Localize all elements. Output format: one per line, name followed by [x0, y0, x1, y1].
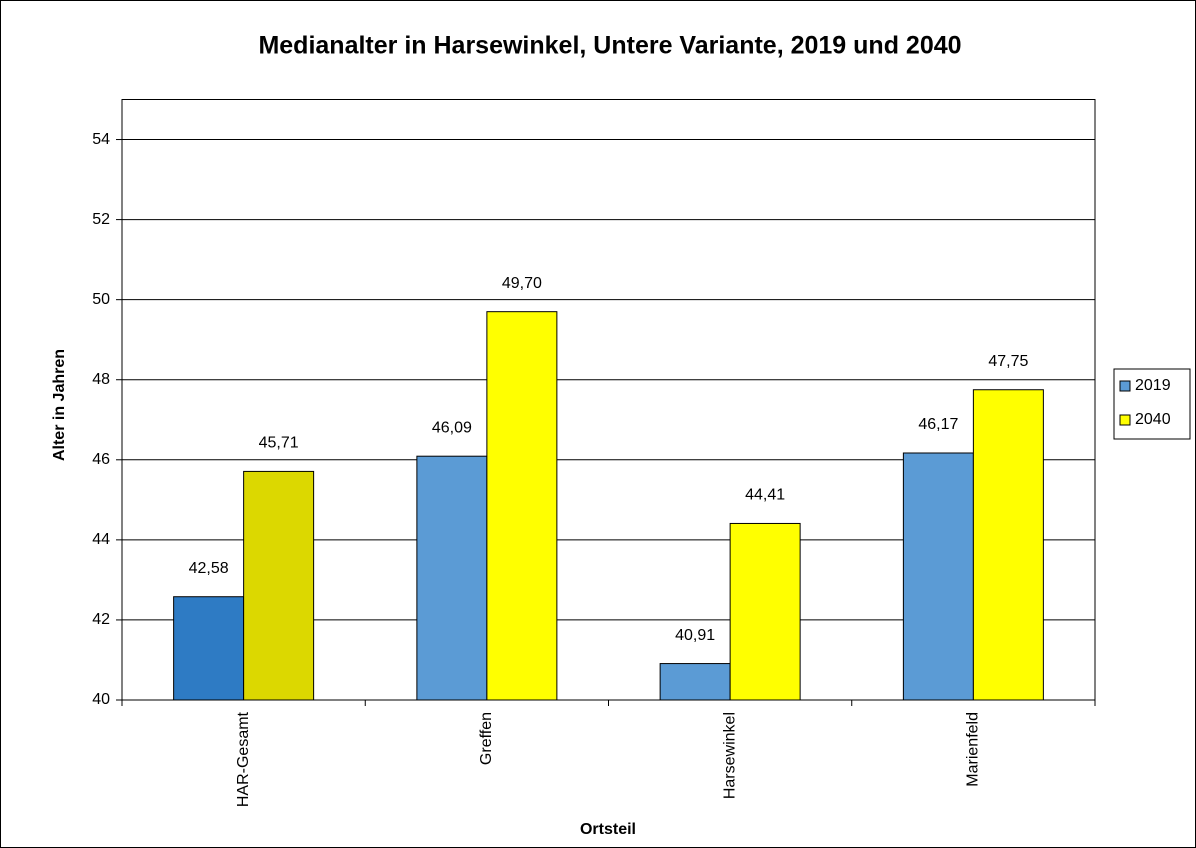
value-label: 44,41 [745, 487, 785, 504]
y-tick-label: 50 [92, 291, 110, 308]
x-tick-label: Marienfeld [965, 712, 982, 787]
y-tick-label: 44 [92, 531, 110, 548]
legend-label: 2040 [1135, 411, 1171, 428]
legend-swatch [1119, 414, 1131, 426]
bar [659, 663, 731, 701]
bar [486, 311, 558, 701]
x-tick-label: Harsewinkel [721, 712, 738, 799]
bar [173, 596, 245, 701]
y-tick-label: 48 [92, 371, 110, 388]
bar [972, 389, 1044, 701]
legend-label: 2019 [1135, 377, 1171, 394]
legend-swatch [1119, 380, 1131, 392]
value-label: 42,58 [189, 560, 229, 577]
bar [729, 522, 801, 701]
x-axis-label: Ortsteil [580, 821, 636, 838]
value-label: 47,75 [988, 353, 1028, 370]
value-label: 46,09 [432, 419, 472, 436]
value-label: 49,70 [502, 275, 542, 292]
y-tick-label: 46 [92, 451, 110, 468]
y-tick-label: 54 [92, 131, 110, 148]
y-tick-label: 40 [92, 691, 110, 708]
bar [416, 455, 488, 701]
bar [243, 470, 315, 701]
value-label: 45,71 [259, 435, 299, 452]
bar [902, 452, 974, 701]
chart-title: Medianalter in Harsewinkel, Untere Varia… [258, 32, 961, 60]
y-tick-label: 42 [92, 611, 110, 628]
y-axis-label: Alter in Jahren [51, 349, 68, 461]
value-label: 46,17 [918, 416, 958, 433]
x-tick-label: HAR-Gesamt [235, 711, 252, 807]
x-tick-label: Greffen [478, 712, 495, 765]
y-tick-label: 52 [92, 211, 110, 228]
value-label: 40,91 [675, 627, 715, 644]
